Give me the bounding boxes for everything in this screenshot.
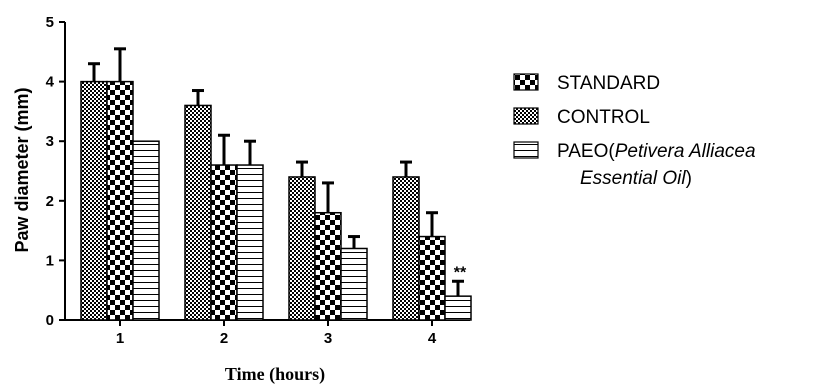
y-axis-label: Paw diameter (mm) [12, 87, 32, 252]
legend-entry-text: STANDARD [557, 73, 660, 94]
legend-text-suffix: ) [686, 168, 692, 189]
y-tick-label: 2 [46, 193, 54, 210]
bars [80, 80, 472, 321]
bar-standard-3 [314, 211, 342, 321]
legend-swatch-fine-check [513, 107, 539, 125]
legend-swatch-horizontal-lines [513, 141, 539, 159]
x-tick-label: 4 [428, 330, 437, 347]
legend-entry-text: PAEO(Petivera Alliacea [557, 141, 756, 162]
bar-standard-2 [210, 164, 238, 321]
bar-standard-4 [418, 235, 446, 321]
bar-paeo-4 [444, 295, 472, 321]
bar-control-1 [80, 80, 108, 321]
legend-text-prefix: PAEO( [557, 141, 615, 162]
y-tick-label: 1 [46, 252, 54, 269]
legend: STANDARD CONTROL PAEO(Petivera Alliacea Ess… [513, 73, 756, 189]
legend-entry-text: CONTROL [557, 107, 650, 128]
x-tick-label: 3 [324, 330, 332, 347]
y-tick-label: 3 [46, 133, 54, 150]
legend-text-italic-line2: Essential Oil [580, 168, 686, 189]
bar-standard-1 [106, 80, 134, 321]
annotations: ** [454, 264, 467, 281]
bar-control-2 [184, 104, 212, 321]
significance-marker: ** [454, 264, 467, 281]
x-axis-label: Time (hours) [225, 364, 325, 385]
legend-entry-text-line2: Essential Oil) [580, 168, 692, 189]
legend-text-italic: Petivera Alliacea [615, 141, 756, 162]
error-bars [88, 47, 464, 297]
x-tick-label: 1 [116, 330, 124, 347]
bar-paeo-3 [340, 247, 368, 321]
y-tick-label: 4 [46, 74, 55, 91]
bar-control-4 [392, 176, 420, 321]
bar-control-3 [288, 176, 316, 321]
y-tick-label: 0 [46, 312, 54, 329]
y-tick-label: 5 [46, 14, 54, 31]
x-tick-label: 2 [220, 330, 228, 347]
bar-paeo-1 [132, 140, 160, 321]
bar-paeo-2 [236, 164, 264, 321]
legend-swatch-coarse-check [513, 73, 539, 91]
